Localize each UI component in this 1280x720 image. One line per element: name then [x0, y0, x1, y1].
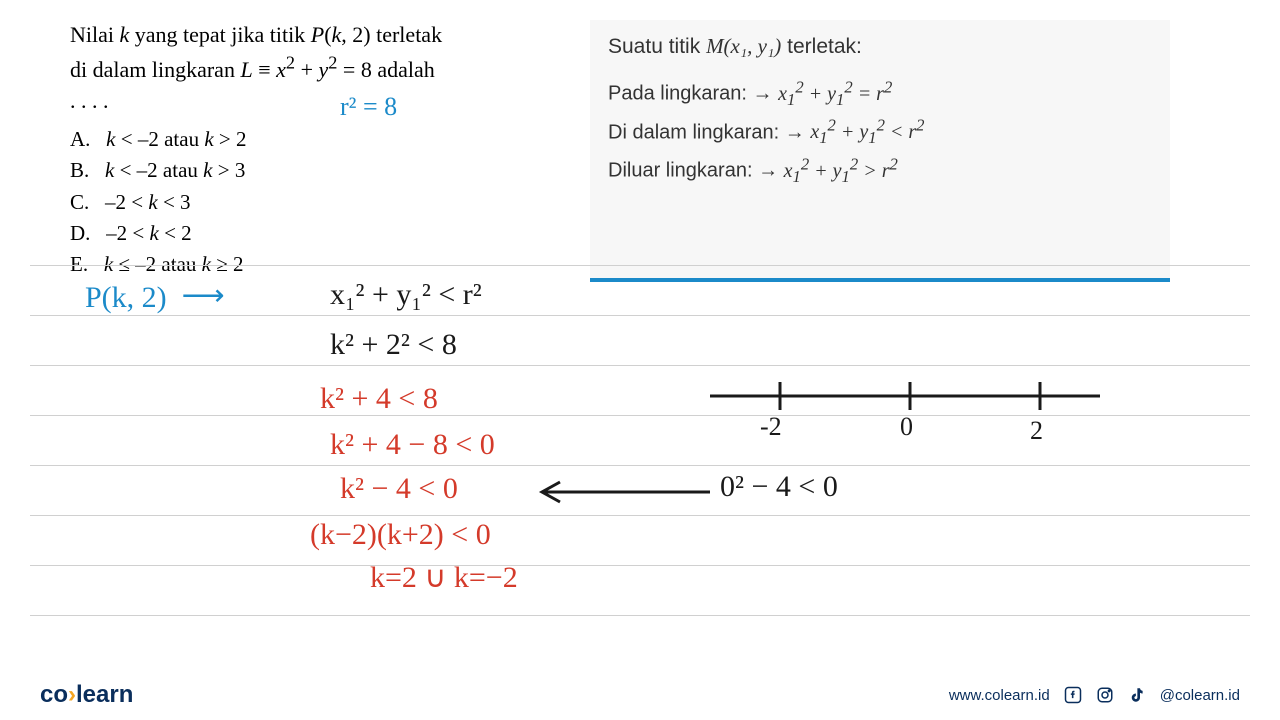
arrow-check-icon: [530, 478, 720, 508]
q-dots: . . . .: [70, 88, 109, 113]
logo-co: co: [40, 681, 68, 708]
q-line2: di dalam lingkaran L ≡ x2 + y2 = 8 adala…: [70, 57, 435, 82]
theory-l1-math: x12 + y12 = r2: [778, 83, 892, 105]
hw-red-2: k² + 4 − 8 < 0: [330, 428, 495, 462]
hw-red-3: k² − 4 < 0: [340, 472, 458, 506]
option-a: A. k < –2 atau k > 2: [70, 125, 560, 154]
hw-red-4: (k−2)(k+2) < 0: [310, 518, 491, 552]
theory-line-inside: Di dalam lingkaran: → x12 + y12 < r2: [608, 116, 1152, 149]
rule-line: [30, 515, 1250, 516]
tiktok-icon: [1128, 686, 1146, 704]
option-b: B. k < –2 atau k > 3: [70, 156, 560, 185]
hw-pk2: P(k, 2) ⟶: [85, 280, 225, 315]
rule-line: [30, 365, 1250, 366]
tick-zero: 0: [900, 412, 913, 442]
q-line1: Nilai k yang tepat jika titik P(k, 2) te…: [70, 22, 442, 47]
theory-l2-math: x12 + y12 < r2: [810, 121, 924, 143]
hw-red-1: k² + 4 < 8: [320, 382, 438, 416]
theory-l3-math: x12 + y12 > r2: [784, 160, 898, 182]
theory-l2-label: Di dalam lingkaran: →: [608, 121, 810, 143]
facebook-icon: [1064, 686, 1082, 704]
theory-line-on: Pada lingkaran: → x12 + y12 = r2: [608, 77, 1152, 110]
footer-handle: @colearn.id: [1160, 687, 1240, 704]
footer-right: www.colearn.id @colearn.id: [949, 686, 1240, 704]
rule-line: [30, 565, 1250, 566]
hw-inequality: x₁² + y₁² < r²: [330, 278, 482, 312]
rule-line: [30, 265, 1250, 266]
tick-neg2: -2: [760, 412, 782, 442]
rule-line: [30, 615, 1250, 616]
option-c: C. –2 < k < 3: [70, 188, 560, 217]
hw-check: 0² − 4 < 0: [720, 470, 838, 504]
hw-red-5: k=2 ∪ k=−2: [370, 560, 518, 595]
theory-title: Suatu titik M(x₁, y₁) terletak:: [608, 34, 1152, 59]
theory-box: Suatu titik M(x₁, y₁) terletak: Pada lin…: [590, 20, 1170, 282]
logo-learn: learn: [76, 681, 133, 708]
tick-pos2: 2: [1030, 416, 1043, 446]
theory-l1-label: Pada lingkaran: →: [608, 83, 778, 105]
instagram-icon: [1096, 686, 1114, 704]
option-d: D. –2 < k < 2: [70, 219, 560, 248]
theory-title-prefix: Suatu titik: [608, 35, 706, 58]
theory-title-math: M(x₁, y₁): [706, 34, 781, 58]
annotation-r-squared: r² = 8: [340, 92, 397, 122]
question-text: Nilai k yang tepat jika titik P(k, 2) te…: [70, 20, 560, 117]
theory-l3-label: Diluar lingkaran: →: [608, 160, 784, 182]
theory-line-outside: Diluar lingkaran: → x12 + y12 > r2: [608, 154, 1152, 187]
footer-url: www.colearn.id: [949, 687, 1050, 704]
hw-sub: k² + 2² < 8: [330, 328, 457, 362]
footer: co›learn www.colearn.id @colearn.id: [0, 678, 1280, 720]
rule-line: [30, 465, 1250, 466]
theory-title-suffix: terletak:: [787, 35, 862, 58]
brand-logo: co›learn: [40, 681, 133, 709]
logo-dot: ›: [68, 681, 76, 708]
question-block: Nilai k yang tepat jika titik P(k, 2) te…: [70, 20, 560, 282]
options-list: A. k < –2 atau k > 2 B. k < –2 atau k > …: [70, 125, 560, 280]
ruled-paper: [0, 265, 1280, 675]
rule-line: [30, 315, 1250, 316]
